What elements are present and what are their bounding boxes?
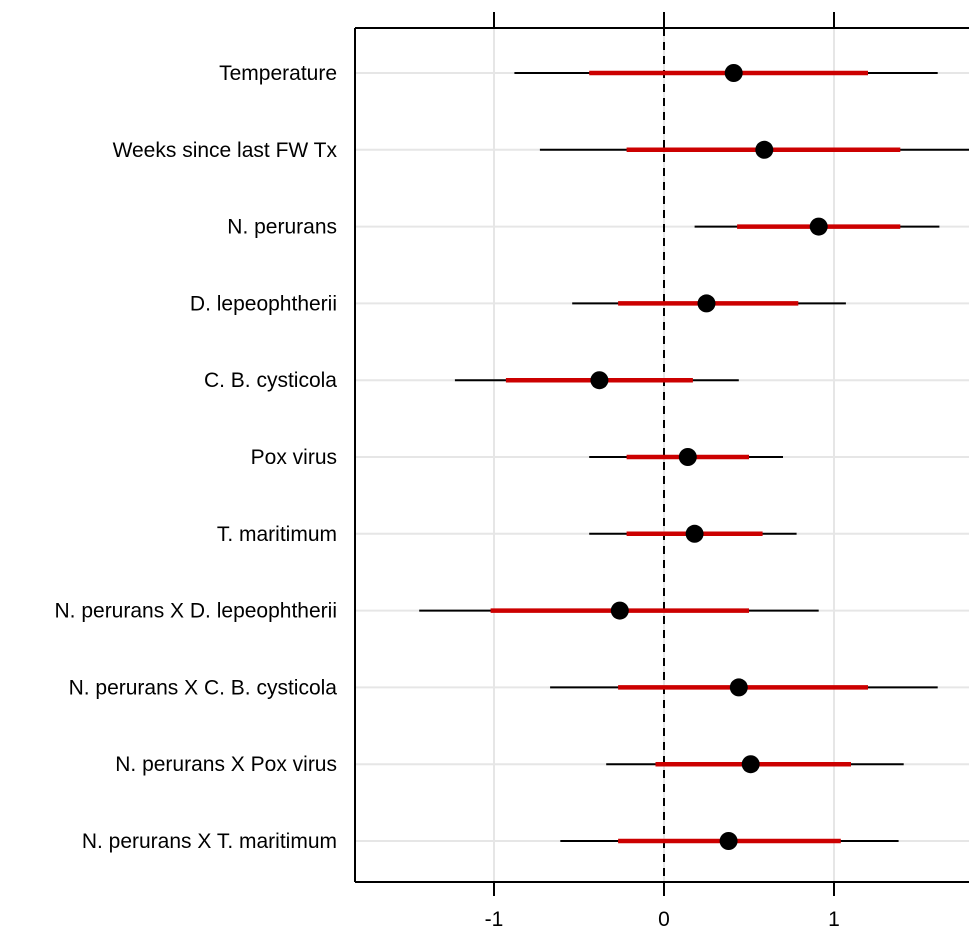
point-estimate bbox=[724, 64, 743, 82]
row-label: C. B. cysticola bbox=[204, 369, 337, 392]
point-layer bbox=[590, 64, 828, 850]
row-label: N. perurans X T. maritimum bbox=[82, 830, 337, 853]
point-estimate bbox=[590, 371, 609, 390]
point-estimate bbox=[685, 524, 704, 543]
frame-layer bbox=[354, 12, 969, 896]
point-estimate bbox=[755, 140, 774, 159]
point-estimate bbox=[729, 678, 748, 697]
point-estimate bbox=[809, 217, 828, 236]
point-estimate bbox=[610, 601, 629, 620]
row-label: N. perurans X Pox virus bbox=[115, 753, 337, 776]
row-label: N. perurans X C. B. cysticola bbox=[69, 676, 338, 699]
x-tick-label: 1 bbox=[828, 908, 840, 931]
row-label: N. perurans bbox=[227, 216, 337, 239]
row-label: D. lepeophtherii bbox=[190, 292, 337, 315]
x-tick-label: -1 bbox=[485, 908, 504, 931]
point-estimate bbox=[678, 448, 697, 466]
row-label: Pox virus bbox=[251, 446, 337, 469]
point-estimate bbox=[719, 832, 738, 850]
row-label: Temperature bbox=[219, 62, 337, 85]
point-estimate bbox=[697, 294, 716, 313]
label-layer: -1 0 1 Temperature Weeks since last FW Tx N. … bbox=[55, 62, 840, 931]
row-label: N. perurans X D. lepeophtherii bbox=[55, 600, 338, 623]
point-estimate bbox=[741, 755, 760, 774]
x-tick-label: 0 bbox=[658, 908, 670, 931]
row-label: Weeks since last FW Tx bbox=[113, 139, 338, 162]
row-label: T. maritimum bbox=[217, 523, 337, 546]
